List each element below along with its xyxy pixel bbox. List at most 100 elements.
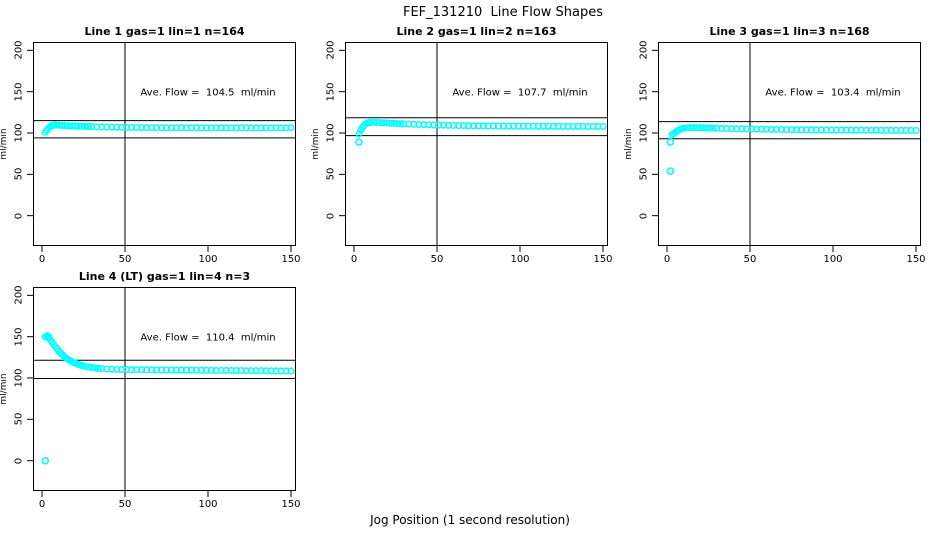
data-point [71,122,79,130]
data-point [91,364,99,372]
plot-area [652,42,921,252]
panel-line-4: Line 4 (LT) gas=1 lin=4 n=3 ml/min Ave. … [0,270,301,510]
y-tick-label: 0 [13,212,25,219]
plot-box [33,287,296,491]
data-point [599,122,607,131]
y-tick-label: 100 [638,123,650,143]
y-tick-label: 0 [13,457,25,464]
y-tick-label: 150 [325,82,337,102]
x-tick-label: 50 [430,254,444,265]
x-tick-label: 0 [350,254,358,265]
data-point [61,122,69,130]
data-point [383,119,391,127]
data-point [386,119,395,127]
data-point [78,361,86,369]
panel-line-3: Line 3 gas=1 lin=3 n=168 ml/min Ave. Flo… [624,25,926,265]
y-tick-label: 50 [638,167,650,181]
data-point [680,124,688,132]
y-tick-label: 150 [13,327,25,347]
y-tick-label: 150 [638,82,650,102]
x-tick-label: 150 [281,499,301,510]
outlier-point [355,138,363,146]
panel-title: Line 1 gas=1 lin=1 n=164 [84,25,245,38]
data-point [912,126,920,134]
plot-area [339,42,608,252]
plot-area [27,42,296,252]
y-tick-label: 100 [13,368,25,388]
x-tick-label: 0 [38,254,46,265]
ave-flow-annotation: Ave. Flow = 107.7 ml/min [452,87,588,99]
y-tick-label: 50 [13,412,25,426]
y-axis-label: ml/min [311,128,321,160]
data-point [703,124,711,132]
data-point [390,119,398,127]
y-tick-label: 0 [638,212,650,219]
y-tick-label: 0 [325,212,337,219]
data-point [81,122,89,131]
ave-flow-annotation: Ave. Flow = 110.4 ml/min [140,332,276,344]
data-point [367,118,375,126]
chart-title: FEF_131210 Line Flow Shapes [402,5,604,20]
outlier-point [666,167,675,175]
data-point [287,124,295,132]
data-point [81,362,89,370]
x-axis-label: Jog Position (1 second resolution) [370,513,570,527]
panel-title: Line 3 gas=1 lin=3 n=168 [709,25,870,38]
data-point [696,124,704,132]
data-point [74,122,83,130]
data-point [699,124,708,132]
plot-area [27,287,296,497]
y-axis-label: ml/min [0,373,9,405]
x-tick-label: 0 [38,499,46,510]
outlier-point [666,138,675,146]
data-point [88,364,96,372]
data-point [693,124,701,132]
plot-box [33,42,296,246]
data-point [355,130,363,138]
data-point [287,367,295,375]
y-tick-label: 50 [13,167,25,181]
y-tick-label: 200 [13,40,25,60]
x-tick-label: 50 [743,254,757,265]
x-tick-label: 50 [118,254,132,265]
x-tick-label: 150 [906,254,926,265]
data-point [84,363,93,371]
y-tick-label: 200 [13,285,25,305]
data-point [690,123,698,132]
y-tick-label: 100 [13,123,25,143]
x-tick-label: 100 [510,254,530,265]
x-tick-label: 0 [663,254,671,265]
y-tick-label: 150 [13,82,25,102]
data-point [377,119,385,127]
data-point [683,124,691,132]
x-tick-label: 100 [198,499,218,510]
x-tick-label: 150 [281,254,301,265]
y-tick-label: 200 [325,40,337,60]
data-point [393,119,401,128]
y-tick-label: 100 [325,123,337,143]
x-tick-label: 50 [118,499,132,510]
ave-flow-annotation: Ave. Flow = 104.5 ml/min [140,87,276,99]
data-point [55,121,63,129]
x-tick-label: 100 [198,254,218,265]
data-point [370,118,378,126]
data-point [78,122,86,130]
x-tick-label: 100 [823,254,843,265]
data-point [51,121,59,129]
ave-flow-annotation: Ave. Flow = 103.4 ml/min [765,87,901,99]
data-point [84,123,93,131]
data-point [68,122,76,130]
data-point [706,124,714,132]
plot-box [345,42,608,246]
data-point [58,121,66,130]
y-axis-label: ml/min [624,128,634,160]
data-point [396,120,405,128]
outlier-point [41,456,50,465]
y-axis-label: ml/min [0,128,9,160]
y-tick-label: 200 [638,40,650,60]
panel-title: Line 2 gas=1 lin=2 n=163 [396,25,557,38]
data-point [380,119,388,127]
x-tick-label: 150 [593,254,613,265]
panel-line-1: Line 1 gas=1 lin=1 n=164 ml/min Ave. Flo… [0,25,301,265]
